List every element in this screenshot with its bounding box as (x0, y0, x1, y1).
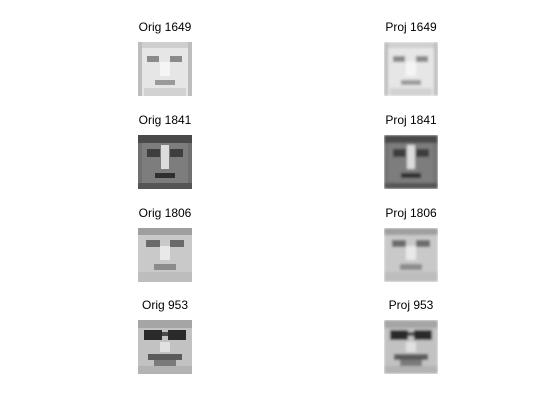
panel-title: Proj 1649 (356, 20, 466, 34)
panel-title: Orig 1806 (110, 206, 220, 220)
face-image-orig-1649 (138, 42, 192, 96)
panel-title: Orig 1649 (110, 20, 220, 34)
panel-title: Orig 953 (110, 298, 220, 312)
face-image-orig-953 (138, 320, 192, 374)
face-image-orig-1841 (138, 135, 192, 189)
panel-title: Orig 1841 (110, 113, 220, 127)
face-image-proj-1841 (384, 135, 438, 189)
face-image-proj-1806 (384, 228, 438, 282)
face-image-orig-1806 (138, 228, 192, 282)
face-image-proj-953 (384, 320, 438, 374)
panel-title: Proj 953 (356, 298, 466, 312)
face-image-proj-1649 (384, 42, 438, 96)
panel-title: Proj 1841 (356, 113, 466, 127)
panel-title: Proj 1806 (356, 206, 466, 220)
